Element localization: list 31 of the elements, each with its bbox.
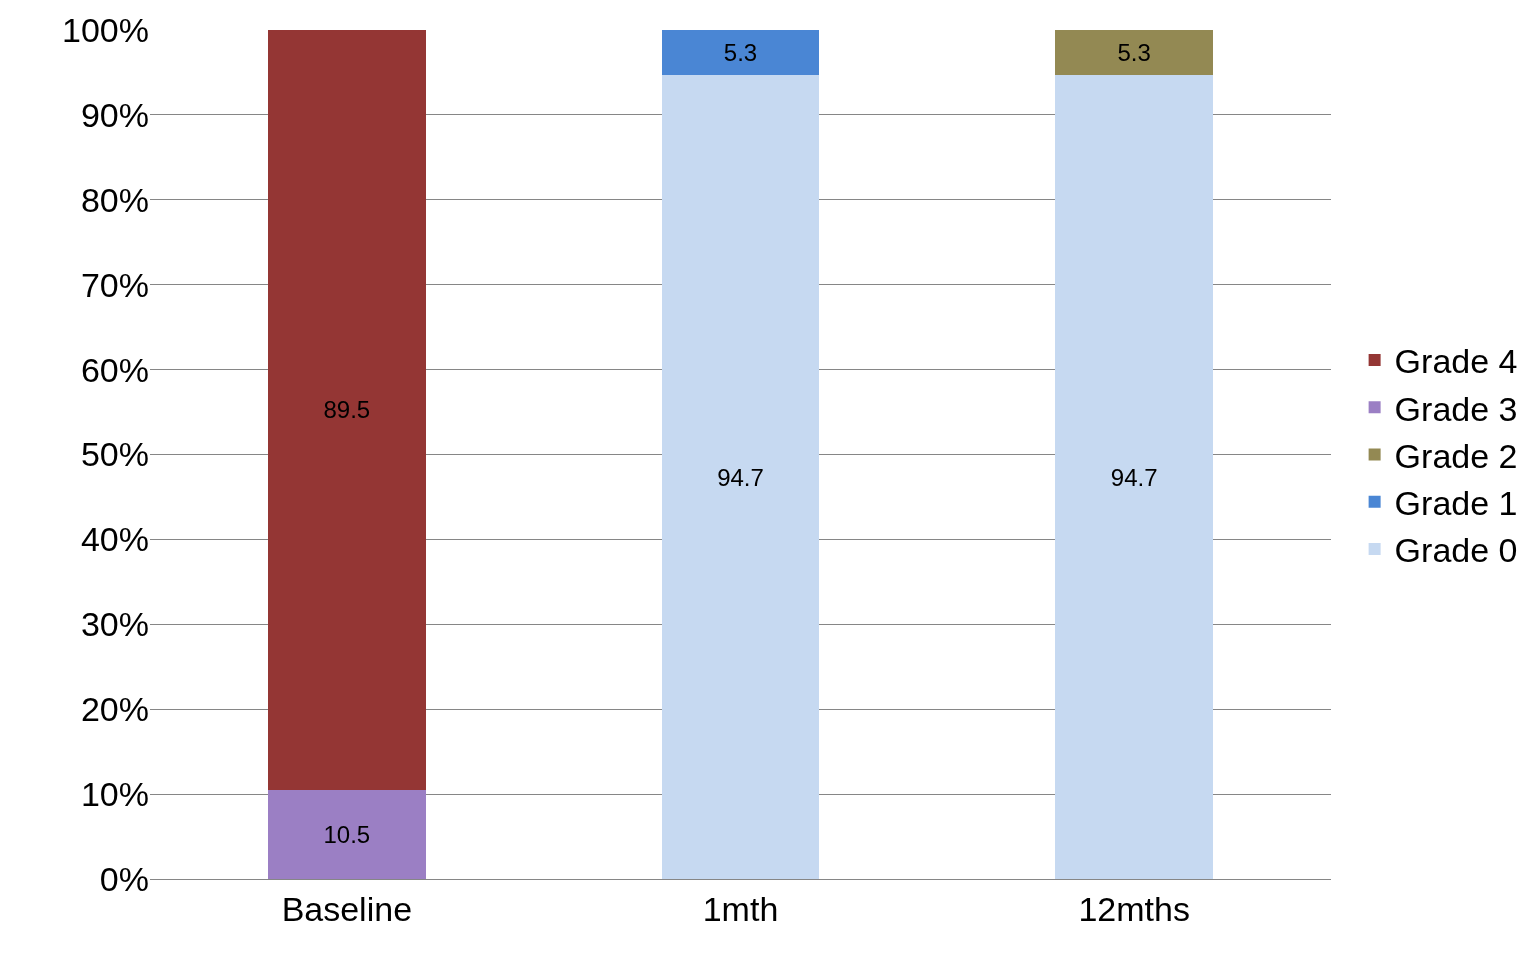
- y-tick-label: 70%: [80, 265, 149, 304]
- y-tick-label: 20%: [80, 690, 149, 729]
- y-tick-label: 30%: [80, 605, 149, 644]
- legend-label: Grade 4: [1394, 342, 1518, 381]
- data-label: 89.5: [323, 396, 371, 424]
- y-tick-label: 0%: [99, 859, 149, 898]
- data-label: 94.7: [717, 463, 764, 491]
- y-tick-label: 40%: [80, 520, 149, 559]
- legend-label: Grade 1: [1394, 483, 1518, 522]
- data-label: 10.5: [323, 820, 371, 848]
- bar: [661, 30, 820, 75]
- bar: [268, 789, 426, 879]
- y-tick-label: 90%: [80, 95, 149, 134]
- data-label: 5.3: [1117, 39, 1151, 66]
- y-tick-label: 10%: [80, 775, 149, 813]
- x-tick-label: Baseline: [281, 889, 413, 928]
- bar: [661, 75, 820, 879]
- y-tick-label: 50%: [80, 435, 149, 474]
- y-tick-label: 80%: [80, 180, 149, 219]
- x-tick-label: 1mth: [702, 889, 779, 928]
- bar: [268, 30, 426, 790]
- data-label: 5.3: [723, 39, 758, 66]
- legend-label: Grade 3: [1394, 389, 1518, 428]
- legend-label: Grade 0: [1394, 531, 1518, 570]
- data-label: 94.7: [1110, 463, 1158, 491]
- bar: [1055, 30, 1213, 75]
- y-tick-label: 100%: [62, 10, 149, 49]
- x-tick-label: 12mths: [1078, 889, 1190, 928]
- y-tick-label: 60%: [80, 350, 149, 389]
- bar: [1055, 75, 1213, 879]
- legend-label: Grade 2: [1394, 436, 1518, 475]
